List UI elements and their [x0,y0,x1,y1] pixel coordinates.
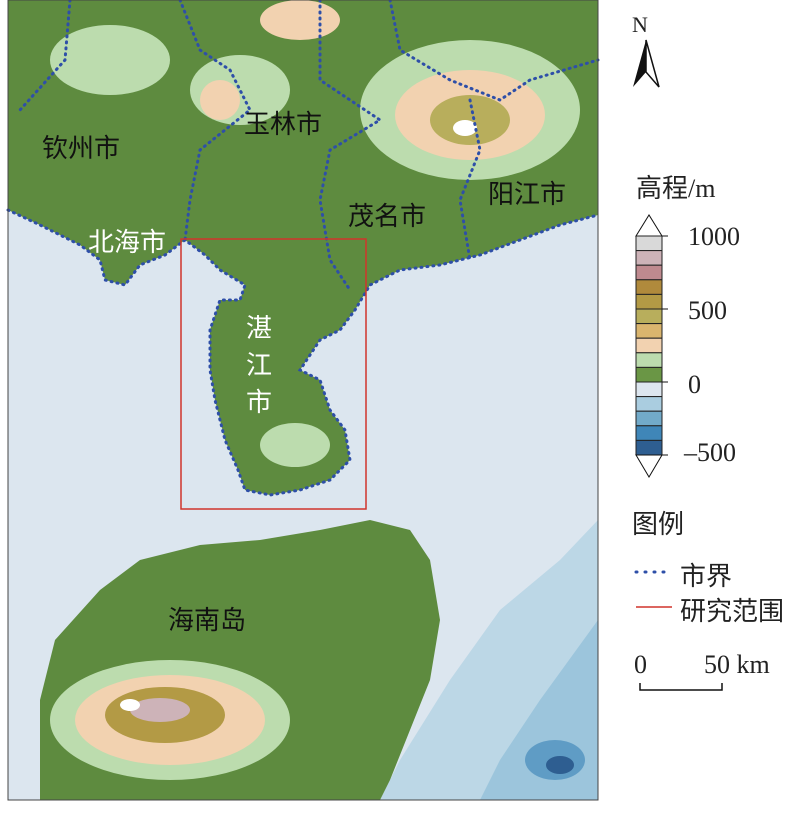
deep-water [380,520,598,800]
colorbar-min-triangle [635,454,663,478]
colorbar-tick: 0 [688,370,701,399]
city-boundaries [6,0,600,497]
north-label: N [632,12,648,37]
colorbar-class [635,264,663,281]
scale-end: 50 km [704,650,770,679]
label-yangjiang: 阳江市 [488,180,567,209]
colorbar-class [635,425,663,441]
colorbar-max-triangle [635,214,663,237]
colorbar-class [635,235,663,252]
label-hainan: 海南岛 [168,606,247,635]
north-arrow-icon [633,39,660,88]
colorbar-class [635,439,663,456]
colorbar-class [635,352,663,368]
map-frame [7,0,599,801]
elevation-colorbar [635,214,668,478]
legend-title: 图例 [632,510,685,539]
colorbar-class [635,337,663,354]
colorbar-class [635,308,663,325]
label-zhanjiang: 湛江市 [246,314,273,417]
label-qinzhou: 钦州市 [42,134,121,163]
study-area-boundary [180,238,367,510]
legend-symbols [634,570,674,608]
colorbar-class [635,381,663,398]
scale-start: 0 [634,650,647,679]
legend-item-city-boundary: 市界 [680,562,733,591]
colorbar-tick: 500 [688,296,727,325]
legend-item-study-area: 研究范围 [680,597,785,626]
colorbar-class [635,293,663,310]
colorbar-class [635,366,663,383]
colorbar-class [635,410,663,427]
label-maoming: 茂名市 [348,202,427,231]
colorbar-tick: 1000 [688,222,740,251]
label-yulin: 玉林市 [244,110,323,139]
colorbar-class [635,396,663,412]
scale-bar [639,683,723,691]
colorbar-tick: –500 [684,438,736,467]
colorbar-class [635,250,663,266]
highlands [50,0,580,780]
colorbar-title: 高程/m [636,174,716,203]
colorbar-class [635,323,663,339]
colorbar-class [635,279,663,295]
label-beihai: 北海市 [88,228,167,257]
